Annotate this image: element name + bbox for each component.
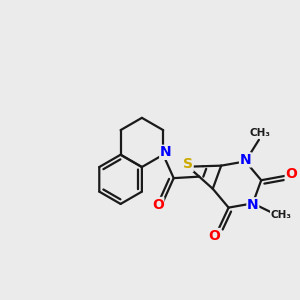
Text: N: N	[160, 145, 171, 159]
Text: CH₃: CH₃	[250, 128, 271, 138]
Text: O: O	[285, 167, 297, 181]
Text: N: N	[247, 198, 259, 212]
Text: O: O	[208, 229, 220, 242]
Text: CH₃: CH₃	[271, 210, 292, 220]
Text: N: N	[240, 153, 251, 167]
Text: O: O	[152, 197, 164, 212]
Text: S: S	[183, 157, 193, 171]
